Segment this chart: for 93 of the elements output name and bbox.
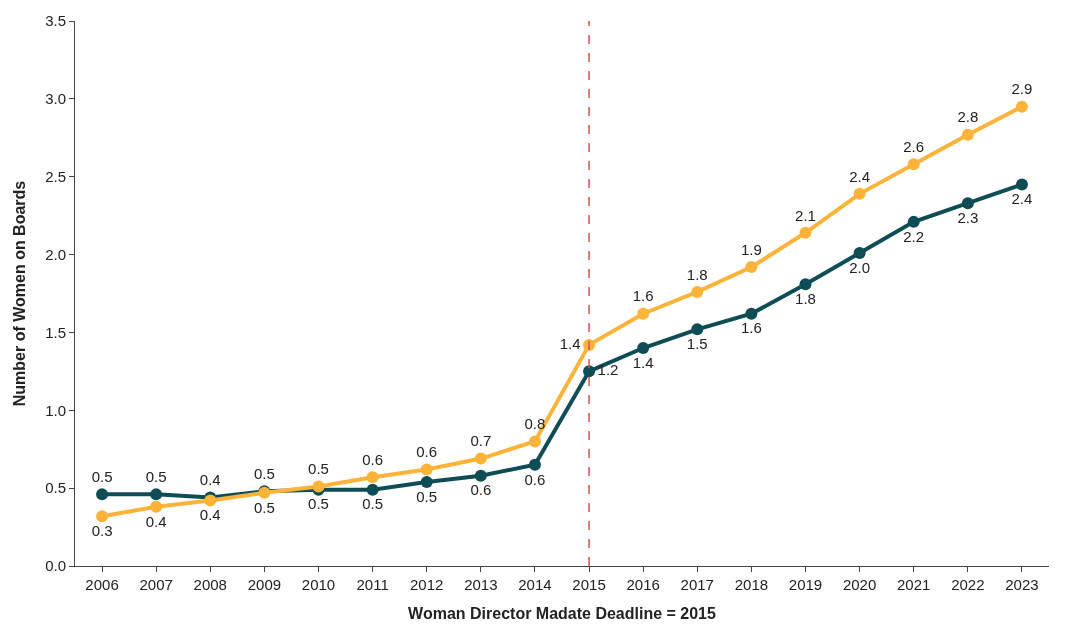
x-tick-label: 2018 [734, 576, 769, 593]
point [799, 278, 812, 291]
data-label: 1.4 [632, 353, 654, 371]
y-axis-title: Number of Women on Boards [11, 180, 29, 407]
y-tick-label: 0.0 [45, 557, 66, 575]
data-label: 0.6 [524, 470, 546, 488]
x-tick-label: 2022 [951, 576, 985, 593]
data-label: 2.0 [849, 258, 871, 276]
point [637, 342, 650, 354]
data-label: 1.6 [632, 287, 654, 305]
data-label: 1.6 [740, 319, 762, 337]
data-label: 2.9 [1011, 80, 1033, 98]
x-tick-label: 2014 [518, 576, 552, 593]
point [150, 500, 163, 513]
y-tick-label: 1.0 [45, 401, 66, 419]
x-tick-label: 2023 [1005, 576, 1039, 593]
point [907, 158, 920, 171]
point [853, 247, 866, 259]
data-label: 0.4 [199, 506, 221, 524]
data-label: 1.2 [597, 361, 619, 379]
data-label: 0.5 [91, 468, 113, 486]
point [528, 435, 541, 448]
data-label: 0.5 [308, 495, 329, 513]
point [528, 458, 541, 471]
point [96, 510, 109, 523]
x-tick-label: 2007 [139, 576, 173, 593]
data-label: 1.8 [795, 289, 816, 307]
x-tick-label: 2019 [788, 576, 823, 593]
x-tick-label: 2011 [356, 576, 389, 593]
point [745, 261, 758, 274]
x-axis-title: Woman Director Madate Deadline = 2015 [408, 604, 717, 622]
data-label: 1.8 [686, 265, 708, 283]
data-label: 0.3 [91, 521, 113, 539]
data-label: 2.4 [849, 167, 871, 185]
y-tick-label: 2.0 [45, 245, 66, 263]
point [961, 197, 974, 210]
x-tick-label: 2020 [842, 576, 877, 593]
x-tick-label: 2010 [301, 576, 336, 593]
data-label: 1.5 [686, 335, 708, 353]
y-tick-label: 1.5 [45, 323, 66, 341]
point [853, 187, 866, 200]
data-label: 2.1 [795, 206, 816, 224]
data-label: 2.2 [903, 227, 925, 245]
point [583, 365, 596, 378]
x-tick-label: 2015 [572, 576, 606, 593]
point [474, 469, 487, 482]
data-label: 2.4 [1011, 190, 1033, 208]
data-label: 0.6 [416, 443, 438, 461]
data-label: 0.8 [524, 415, 546, 433]
y-tick-label: 2.5 [45, 167, 66, 185]
data-label: 0.4 [145, 512, 167, 530]
data-label: 0.7 [470, 432, 492, 450]
point [420, 463, 433, 476]
x-tick-label: 2008 [193, 576, 227, 593]
point [366, 471, 379, 484]
point [96, 488, 109, 501]
y-tick-label: 3.5 [45, 12, 66, 30]
data-label: 0.6 [362, 450, 384, 468]
point [1015, 178, 1028, 191]
data-label: 0.6 [470, 481, 492, 499]
point [366, 483, 379, 496]
data-label: 0.5 [362, 495, 384, 513]
x-tick-label: 2016 [626, 576, 660, 593]
point [637, 307, 650, 320]
data-label: 0.5 [253, 498, 275, 516]
x-tick-label: 2012 [410, 576, 444, 593]
y-tick-label: 3.0 [45, 90, 66, 108]
x-tick-label: 2021 [897, 576, 931, 593]
x-tick-label: 2006 [85, 576, 119, 593]
point [420, 475, 433, 488]
y-tick-label: 0.5 [45, 479, 66, 497]
data-label: 0.5 [308, 460, 329, 478]
data-label: 2.3 [957, 208, 979, 226]
point [961, 128, 974, 141]
data-label: 2.6 [903, 138, 925, 156]
data-label: 0.5 [145, 468, 167, 486]
data-label: 1.4 [559, 334, 581, 352]
point [745, 307, 758, 320]
point [799, 226, 812, 239]
point [691, 285, 704, 298]
x-tick-label: 2017 [680, 576, 714, 593]
x-tick-label: 2013 [464, 576, 498, 593]
point [907, 215, 920, 228]
point [1015, 100, 1028, 113]
data-label: 0.5 [253, 465, 275, 483]
data-label: 0.4 [199, 471, 221, 489]
point [150, 488, 163, 501]
data-label: 1.9 [740, 240, 762, 258]
data-label: 2.8 [957, 108, 979, 126]
point [691, 323, 704, 336]
point [474, 452, 487, 465]
data-label: 0.5 [416, 487, 438, 505]
x-tick-label: 2009 [247, 576, 282, 593]
